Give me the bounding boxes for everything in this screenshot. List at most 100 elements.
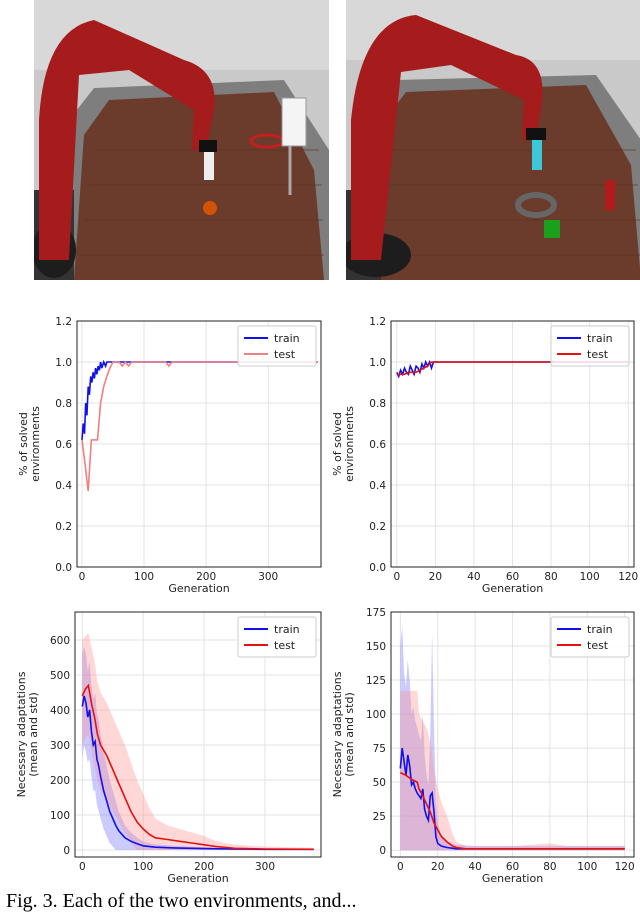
x-tick-label: 40 — [468, 861, 481, 873]
y-tick-label: 0.4 — [369, 480, 386, 492]
y-tick-label: 75 — [373, 743, 386, 755]
x-tick-label: 60 — [506, 571, 519, 583]
x-tick-label: 100 — [134, 571, 154, 583]
legend-label-test: test — [274, 348, 296, 361]
x-axis-label: Generation — [482, 872, 543, 885]
y-tick-label: 400 — [50, 705, 70, 717]
plot-frame — [74, 611, 322, 858]
x-tick-label: 0 — [393, 571, 400, 583]
torus — [515, 192, 557, 218]
chart-3: 0 100 200 300 0 100 200 300 400 500 600 Generation N… — [15, 611, 322, 885]
legend-label-train: train — [587, 623, 613, 636]
series-line-test — [399, 771, 625, 850]
y-tick-label: 0.0 — [369, 562, 386, 574]
x-tick-label: 200 — [196, 571, 216, 583]
y-tick-label: 0.4 — [55, 480, 72, 492]
std-band-test — [400, 690, 625, 851]
y-axis-label: % of solvedenvironments — [331, 406, 356, 482]
x-tick-label: 0 — [397, 861, 404, 873]
x-tick-label: 0 — [79, 861, 86, 873]
y-tick-label: 0 — [379, 845, 386, 857]
series-line-test — [81, 683, 314, 851]
y-tick-label: 0.6 — [55, 439, 72, 451]
y-axis-label: Necessary adaptations(mean and std) — [331, 671, 356, 797]
legend: train test — [550, 325, 630, 367]
std-band-test — [82, 633, 314, 850]
y-tick-label: 1.2 — [369, 316, 386, 328]
x-tick-label: 300 — [258, 571, 278, 583]
legend-label-test: test — [274, 639, 296, 652]
legend: train test — [237, 325, 317, 367]
y-axis-label: Necessary adaptations(mean and std) — [15, 671, 40, 797]
legend: train test — [550, 616, 630, 658]
scene-basketball — [34, 0, 329, 280]
x-tick-label: 20 — [429, 571, 442, 583]
y-axis-label: % of solvedenvironments — [17, 406, 42, 482]
green-block — [544, 220, 560, 238]
y-tick-label: 1.2 — [55, 316, 72, 328]
x-axis-label: Generation — [167, 872, 228, 885]
plot-frame — [390, 611, 635, 858]
y-tick-label: 0.6 — [369, 439, 386, 451]
x-tick-label: 0 — [79, 571, 86, 583]
legend: train test — [237, 616, 317, 658]
x-tick-label: 40 — [467, 571, 480, 583]
y-tick-label: 50 — [373, 777, 386, 789]
y-tick-label: 150 — [366, 641, 386, 653]
y-tick-label: 200 — [50, 775, 70, 787]
robot-arm — [351, 15, 543, 260]
y-tick-label: 600 — [50, 635, 70, 647]
legend-label-test: test — [587, 348, 609, 361]
std-band-train — [82, 647, 314, 850]
x-tick-label: 100 — [580, 571, 600, 583]
ball — [203, 201, 217, 215]
x-tick-label: 80 — [544, 571, 557, 583]
std-band-train — [400, 625, 625, 851]
y-tick-label: 100 — [366, 709, 386, 721]
x-tick-label: 120 — [618, 571, 638, 583]
legend-label-test: test — [587, 639, 609, 652]
y-tick-label: 0 — [63, 845, 70, 857]
x-tick-label: 100 — [577, 861, 597, 873]
y-tick-label: 0.8 — [55, 398, 72, 410]
table-surface — [366, 85, 640, 280]
x-tick-label: 80 — [543, 861, 556, 873]
x-axis-label: Generation — [168, 582, 229, 595]
y-tick-label: 300 — [50, 740, 70, 752]
y-tick-label: 0.8 — [369, 398, 386, 410]
legend-label-train: train — [274, 623, 300, 636]
table-surface — [74, 92, 324, 280]
chart-4: 0 20 40 60 80 100 120 0 25 50 75 100 125 150 175 Genera… — [331, 607, 635, 885]
scene-ring — [346, 0, 640, 280]
y-tick-label: 0.0 — [55, 562, 72, 574]
y-tick-label: 125 — [366, 675, 386, 687]
figure-caption: Fig. 3. Each of the two environments, an… — [6, 890, 357, 912]
y-tick-label: 1.0 — [55, 357, 72, 369]
plot-frame — [390, 320, 635, 568]
plot-frame — [76, 320, 322, 568]
y-tick-label: 100 — [50, 810, 70, 822]
y-tick-label: 25 — [373, 811, 386, 823]
series-line-test — [396, 361, 629, 376]
chart-1: 0 100 200 300 0.0 0.2 0.4 0.6 0.8 1.0 1.2 Generatio… — [17, 316, 322, 595]
y-tick-label: 175 — [366, 607, 386, 619]
series-line-test — [81, 360, 318, 492]
robot-arm — [39, 20, 215, 260]
y-tick-label: 500 — [50, 670, 70, 682]
y-tick-label: 1.0 — [369, 357, 386, 369]
series-line-train — [81, 695, 314, 851]
x-tick-label: 60 — [506, 861, 519, 873]
x-axis-label: Generation — [482, 582, 543, 595]
series-line-train — [81, 359, 318, 440]
red-peg — [605, 180, 615, 210]
chart-2: 0 20 40 60 80 100 120 0.0 0.2 0.4 0.6 0.8 1.0 1.2 Gene… — [331, 316, 638, 595]
y-tick-label: 0.2 — [369, 521, 386, 533]
x-tick-label: 120 — [615, 861, 635, 873]
x-tick-label: 200 — [194, 861, 214, 873]
x-tick-label: 20 — [431, 861, 444, 873]
y-tick-label: 0.2 — [55, 521, 72, 533]
legend-label-train: train — [274, 332, 300, 345]
legend-label-train: train — [587, 332, 613, 345]
x-tick-label: 300 — [255, 861, 275, 873]
